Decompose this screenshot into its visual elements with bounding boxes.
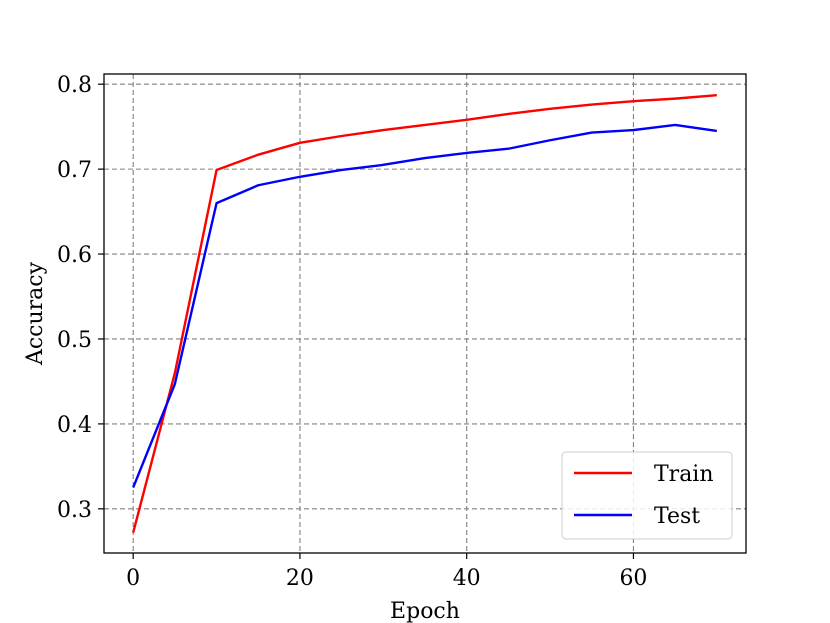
axis-ticks: 0 20 40 60 0.3 0.4 0.5 0.6 0.7 0.8 [57, 73, 647, 591]
series-lines [132, 94, 717, 533]
series-line-test [132, 123, 717, 489]
x-tick-label: 40 [453, 566, 481, 591]
y-tick-label: 0.7 [57, 158, 92, 183]
series-line-train [132, 94, 717, 533]
legend-label-train: Train [654, 462, 714, 487]
y-tick-label: 0.8 [57, 73, 92, 98]
y-tick-label: 0.5 [57, 328, 92, 353]
x-axis-title: Epoch [390, 599, 460, 623]
x-tick-label: 20 [286, 566, 314, 591]
y-tick-label: 0.4 [57, 413, 92, 438]
y-axis-title: Accuracy [23, 261, 48, 366]
y-tick-label: 0.6 [57, 243, 92, 268]
y-tick-label: 0.3 [57, 498, 92, 523]
legend: Train Test [561, 451, 733, 540]
grid [104, 74, 746, 553]
plot-frame [103, 73, 747, 554]
legend-label-test: Test [654, 504, 700, 529]
x-tick-label: 60 [619, 566, 647, 591]
x-tick-label: 0 [126, 566, 140, 591]
